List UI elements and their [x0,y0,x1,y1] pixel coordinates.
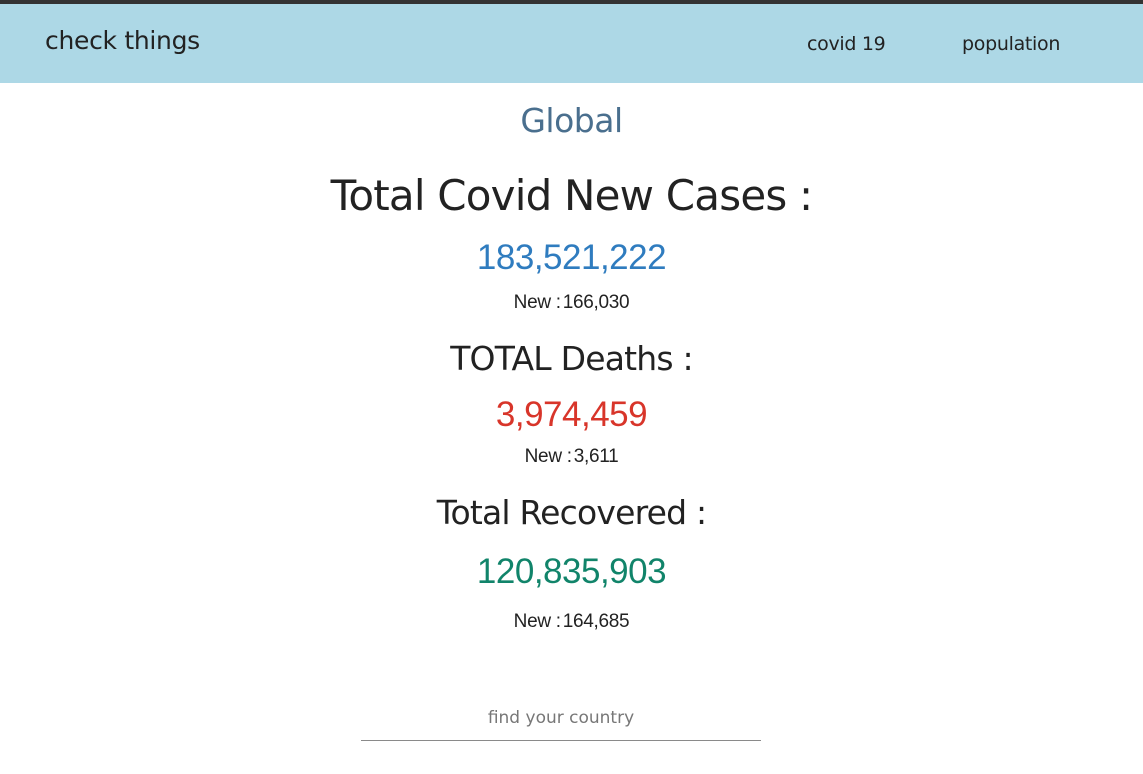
nav-link-covid-19[interactable]: covid 19 [807,33,886,55]
nav-link-population[interactable]: population [962,33,1061,55]
deaths-new-value: 3,611 [573,446,619,467]
recovered-new-value: 164,685 [562,611,630,632]
deaths-new-label: New : [524,446,572,467]
navbar: check things covid 19 population [0,4,1143,83]
cases-heading: Total Covid New Cases : [330,171,814,220]
deaths-new-count: New :3,611 [0,446,1143,468]
cases-new-count: New :166,030 [0,292,1143,314]
country-search-input[interactable] [361,695,761,741]
region-title: Global [520,101,623,140]
recovered-new-count: New :164,685 [0,611,1143,633]
brand-link[interactable]: check things [45,26,200,55]
recovered-heading: Total Recovered : [436,493,707,532]
country-search [361,695,761,742]
window-top-edge [0,0,1143,4]
cases-new-value: 166,030 [562,292,630,313]
cases-new-label: New : [513,292,561,313]
recovered-total-value: 120,835,903 [476,552,667,591]
deaths-total-value: 3,974,459 [495,395,648,434]
recovered-new-label: New : [513,611,561,632]
cases-total-value: 183,521,222 [476,238,667,277]
deaths-heading: TOTAL Deaths : [450,339,693,378]
